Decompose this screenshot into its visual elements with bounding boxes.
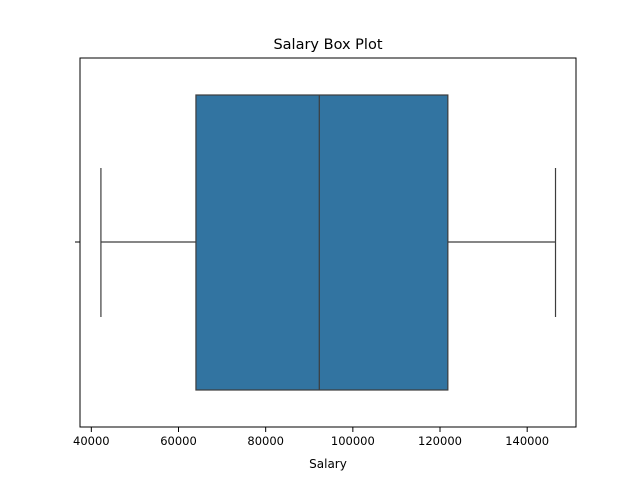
x-tick-label: 140000 [505,434,549,448]
box-layer [100,94,557,391]
x-tick-label: 100000 [331,434,375,448]
chart-title: Salary Box Plot [273,37,382,53]
x-tick-label: 40000 [73,434,110,448]
x-tick-label: 120000 [418,434,462,448]
x-axis-label: Salary [309,457,347,471]
x-tick-label: 80000 [247,434,284,448]
x-tick-label: 60000 [160,434,197,448]
x-axis-ticks: 40000 60000 80000 100000 120000 140000 [73,427,549,448]
iqr-box [195,94,449,391]
